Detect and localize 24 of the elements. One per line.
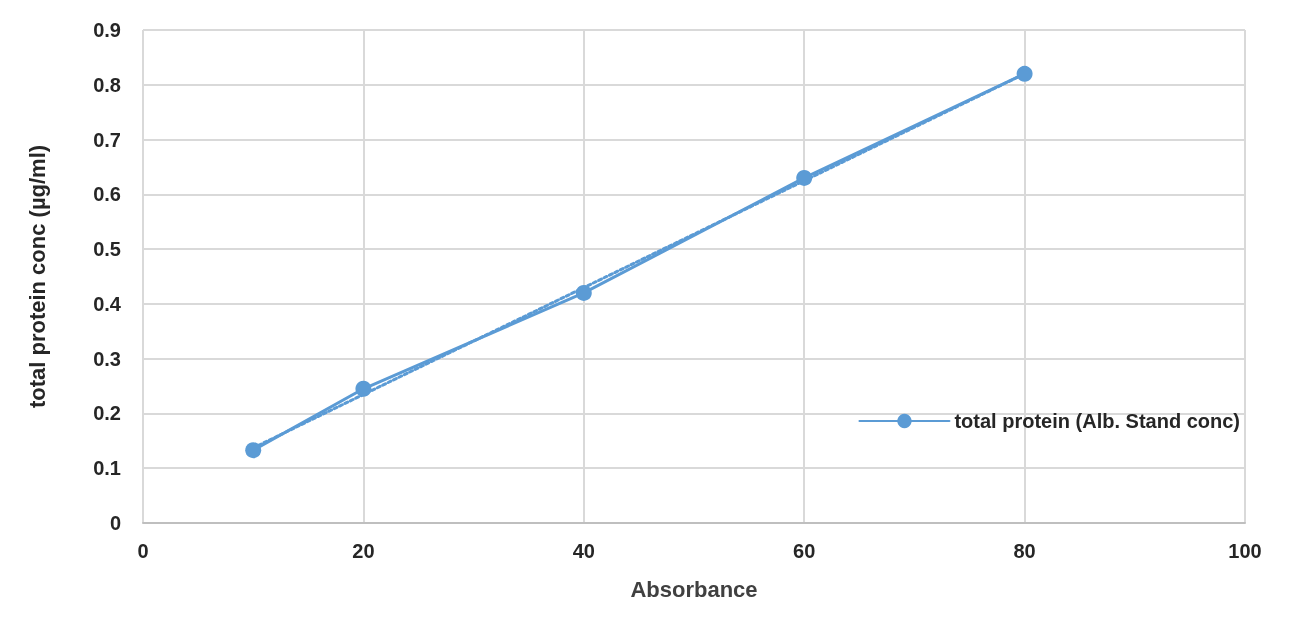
y-tick-label: 0.3	[93, 347, 121, 370]
y-tick-label: 0.2	[93, 402, 121, 425]
y-tick-label: 0	[109, 512, 121, 534]
point	[575, 284, 592, 301]
x-tick-label: 60	[793, 540, 816, 562]
y-axis-title: total protein conc (µg/ml)	[24, 144, 50, 409]
y-tick-label: 0.8	[93, 73, 121, 96]
y-tick-label: 0.9	[93, 19, 121, 41]
y-tick-label: 0.6	[93, 183, 121, 206]
x-tick-label: 0	[137, 540, 149, 562]
y-tick-label: 0.7	[93, 128, 121, 151]
x-tick-label: 100	[1228, 540, 1262, 562]
y-tick-label: 0.1	[93, 457, 121, 480]
x-axis-title: Absorbance	[630, 576, 758, 602]
y-tick-label: 0.4	[93, 292, 122, 315]
point	[796, 169, 813, 186]
x-tick-label: 40	[572, 540, 595, 562]
legend-label: total protein (Alb. Stand conc)	[954, 410, 1240, 432]
x-tick-label: 80	[1013, 540, 1036, 562]
point	[1016, 65, 1033, 82]
y-tick-label: 0.5	[93, 238, 121, 261]
x-tick-label: 20	[352, 540, 375, 562]
point	[245, 442, 262, 459]
point	[355, 380, 372, 397]
